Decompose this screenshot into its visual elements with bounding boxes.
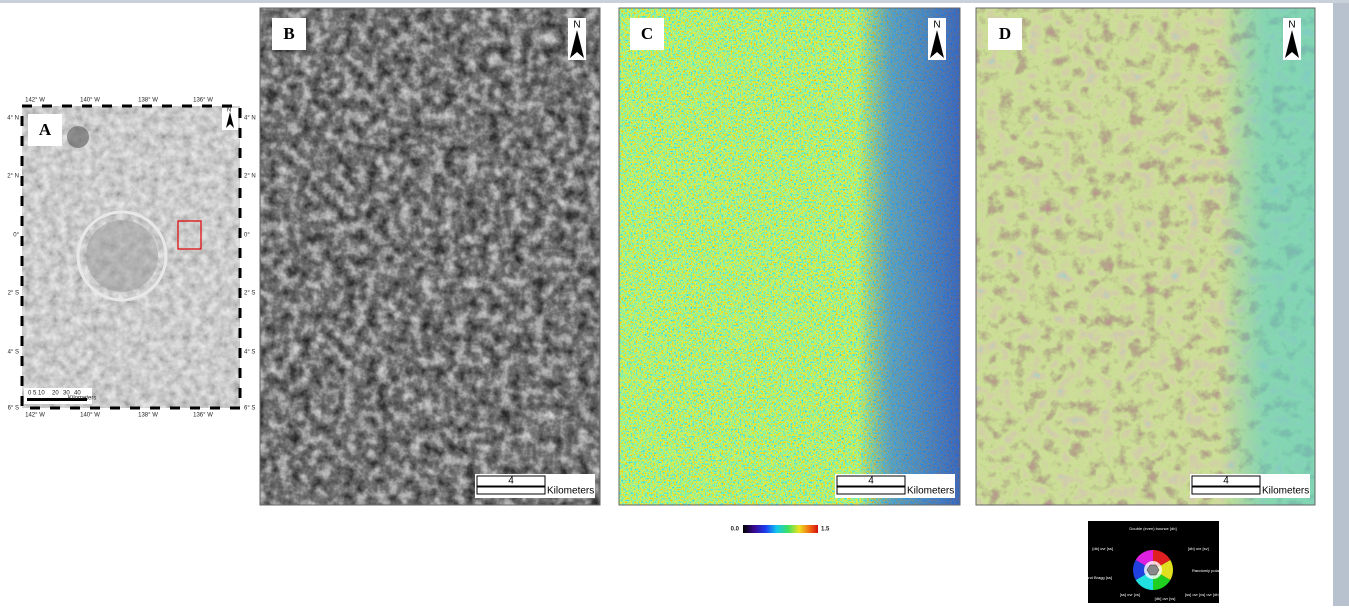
- north-label: N: [573, 20, 580, 31]
- scale-label: 20: [52, 391, 59, 397]
- scale-bar: [477, 487, 545, 494]
- scale-unit: Kilometers: [68, 396, 96, 402]
- lat-label: 6° S: [244, 406, 255, 412]
- colorbar-max: 1.5: [821, 527, 830, 533]
- lon-label: 140° W: [80, 413, 100, 419]
- lat-label: 6° S: [8, 406, 19, 412]
- colorbar-gradient: [743, 525, 818, 533]
- crater: [67, 126, 89, 148]
- crater-floor: [86, 220, 158, 292]
- panel-b: B: [260, 8, 600, 505]
- scale-label: 0 5 10: [28, 391, 45, 397]
- panel-label: A: [39, 120, 52, 139]
- scale-bar: [837, 487, 905, 494]
- lat-label: 4° S: [244, 350, 255, 356]
- lat-label: 2° N: [244, 174, 256, 180]
- lat-label: 4° N: [244, 116, 256, 122]
- frame-edge: [0, 0, 1349, 3]
- lat-label: 0°: [13, 233, 19, 239]
- north-label: N: [933, 20, 940, 31]
- lat-label: 4° N: [7, 116, 19, 122]
- legend-label: Randomly polarized (e.g. volume) [vs]: [1192, 568, 1259, 573]
- lat-label: 2° N: [7, 174, 19, 180]
- frame-edge: [1333, 0, 1349, 606]
- lon-label: 140° W: [80, 98, 100, 104]
- legend-label: Single (odd) bounce and Bragg [ss]: [1049, 575, 1112, 580]
- panel-label: D: [999, 24, 1011, 43]
- panel-d: D: [976, 8, 1315, 505]
- colorbar-min: 0.0: [731, 527, 740, 533]
- ratio-edge: [619, 8, 960, 505]
- lon-label: 136° W: [193, 413, 213, 419]
- lon-label: 142° W: [25, 413, 45, 419]
- scale-value: 4: [1223, 476, 1229, 487]
- lon-label: 138° W: [138, 98, 158, 104]
- lon-label: 136° W: [193, 98, 213, 104]
- north-label: N: [227, 108, 231, 114]
- panel-a: A N 0 5 10 20 30 40 Kilometers: [22, 106, 240, 408]
- lat-label: 0°: [244, 233, 250, 239]
- sar-image: [260, 8, 600, 505]
- lon-label: 142° W: [25, 98, 45, 104]
- scale-unit: Kilometers: [907, 486, 954, 497]
- legend-label: [ss] ovr [vs] ovr [db]: [1185, 592, 1220, 597]
- lat-label: 2° S: [244, 291, 255, 297]
- figure: A N 0 5 10 20 30 40 Kilometers 142° W 142…: [0, 0, 1349, 606]
- panel-c: C: [619, 8, 960, 505]
- legend-label: Double (even) bounce [db]: [1129, 526, 1176, 531]
- legend-label: [ss] ovr [vs]: [1120, 592, 1140, 597]
- scale-value: 4: [868, 476, 874, 487]
- decomp-edge: [976, 8, 1315, 505]
- panel-label: B: [283, 24, 294, 43]
- scale-value: 4: [508, 476, 514, 487]
- scale-bar: [1192, 487, 1260, 494]
- legend-label: [db] ovr [vs]: [1155, 596, 1176, 601]
- page: A N 0 5 10 20 30 40 Kilometers 142° W 142…: [0, 0, 1349, 606]
- lat-label: 2° S: [8, 291, 19, 297]
- lon-label: 138° W: [138, 413, 158, 419]
- scale-unit: Kilometers: [1262, 486, 1309, 497]
- colorbar: 0.0 1.5: [731, 525, 830, 533]
- north-label: N: [1288, 20, 1295, 31]
- scale-unit: Kilometers: [547, 486, 594, 497]
- lat-label: 4° S: [8, 350, 19, 356]
- legend-label: [db] ovr [ss]: [1092, 546, 1113, 551]
- panel-label: C: [641, 24, 653, 43]
- legend-label: [db] ovr [sv]: [1188, 546, 1209, 551]
